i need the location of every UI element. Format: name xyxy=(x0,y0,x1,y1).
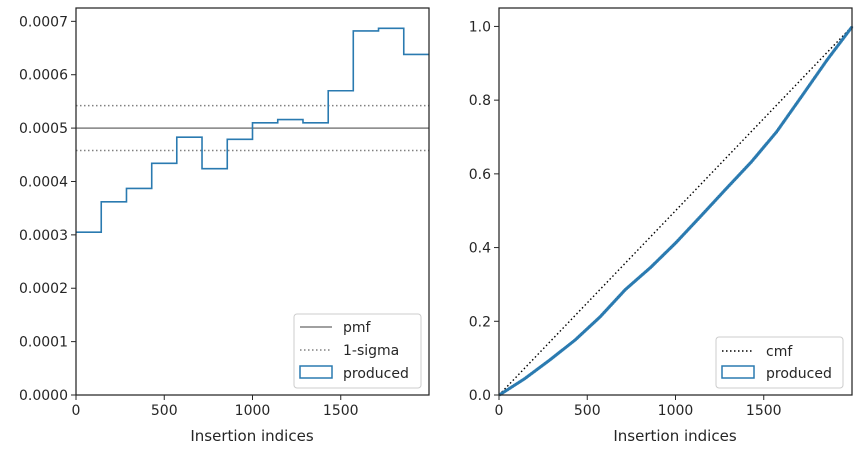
produced-cdf-line xyxy=(498,26,854,397)
0-xtick-label: 0 xyxy=(72,403,81,419)
histogram-plot-area xyxy=(76,27,429,233)
legend-cmf-label: cmf xyxy=(766,344,793,360)
1-xtick-label: 1000 xyxy=(658,403,694,419)
cumulative-plot-area xyxy=(498,25,854,397)
0-ytick-label: 0.0002 xyxy=(19,281,68,297)
1-ytick-label: 0.4 xyxy=(469,241,491,257)
0-ytick-label: 0.0004 xyxy=(19,174,68,190)
histogram-ticks: 0 500 1000 1500 0.0000 0.0001 0.0002 0.0003 0.00… xyxy=(19,14,359,419)
0-ytick-label: 0.0006 xyxy=(19,68,68,84)
legend-produced-swatch xyxy=(299,365,333,379)
cumulative-legend: cmf produced xyxy=(715,336,844,389)
0-ytick-label: 0.0003 xyxy=(19,228,68,244)
histogram-xlabel: Insertion indices xyxy=(190,427,313,445)
1-ytick-label: 0.6 xyxy=(469,167,491,183)
histogram-panel: 0 500 1000 1500 0.0000 0.0001 0.0002 0.0003 0.00… xyxy=(19,7,430,445)
legend-pmf-label: pmf xyxy=(343,320,372,336)
histogram-legend: pmf 1-sigma produced xyxy=(293,313,422,389)
legend-sigma-label: 1-sigma xyxy=(343,343,399,359)
cmf-line xyxy=(498,25,853,396)
legend-produced-swatch xyxy=(721,365,755,379)
0-ytick-label: 0.0007 xyxy=(19,14,68,30)
1-xtick-label: 500 xyxy=(574,403,601,419)
1-ytick-label: 0.8 xyxy=(469,93,491,109)
0-xtick-label: 1500 xyxy=(323,403,359,419)
cumulative-ticks: 0 500 1000 1500 0.0 0.2 0.4 0.6 0.8 1.0 xyxy=(469,19,782,419)
1-ytick-label: 1.0 xyxy=(469,19,491,35)
0-ytick-label: 0.0001 xyxy=(19,335,68,351)
0-xtick-label: 1000 xyxy=(235,403,271,419)
histogram-legend-box xyxy=(293,313,422,389)
1-xtick-label: 1500 xyxy=(746,403,782,419)
cumulative-xlabel: Insertion indices xyxy=(613,427,736,445)
0-ytick-label: 0.0005 xyxy=(19,121,68,137)
legend-produced-label: produced xyxy=(343,366,409,382)
cumulative-panel: 0 500 1000 1500 0.0 0.2 0.4 0.6 0.8 1.0 Insertion… xyxy=(469,7,854,445)
1-ytick-label: 0.2 xyxy=(469,314,491,330)
0-xtick-label: 500 xyxy=(151,403,178,419)
1-xtick-label: 0 xyxy=(495,403,504,419)
cumulative-legend-box xyxy=(715,336,844,389)
legend-produced-label: produced xyxy=(766,366,832,382)
produced-histogram-step xyxy=(76,27,429,233)
1-ytick-label: 0.0 xyxy=(469,388,491,404)
0-ytick-label: 0.0000 xyxy=(19,388,68,404)
